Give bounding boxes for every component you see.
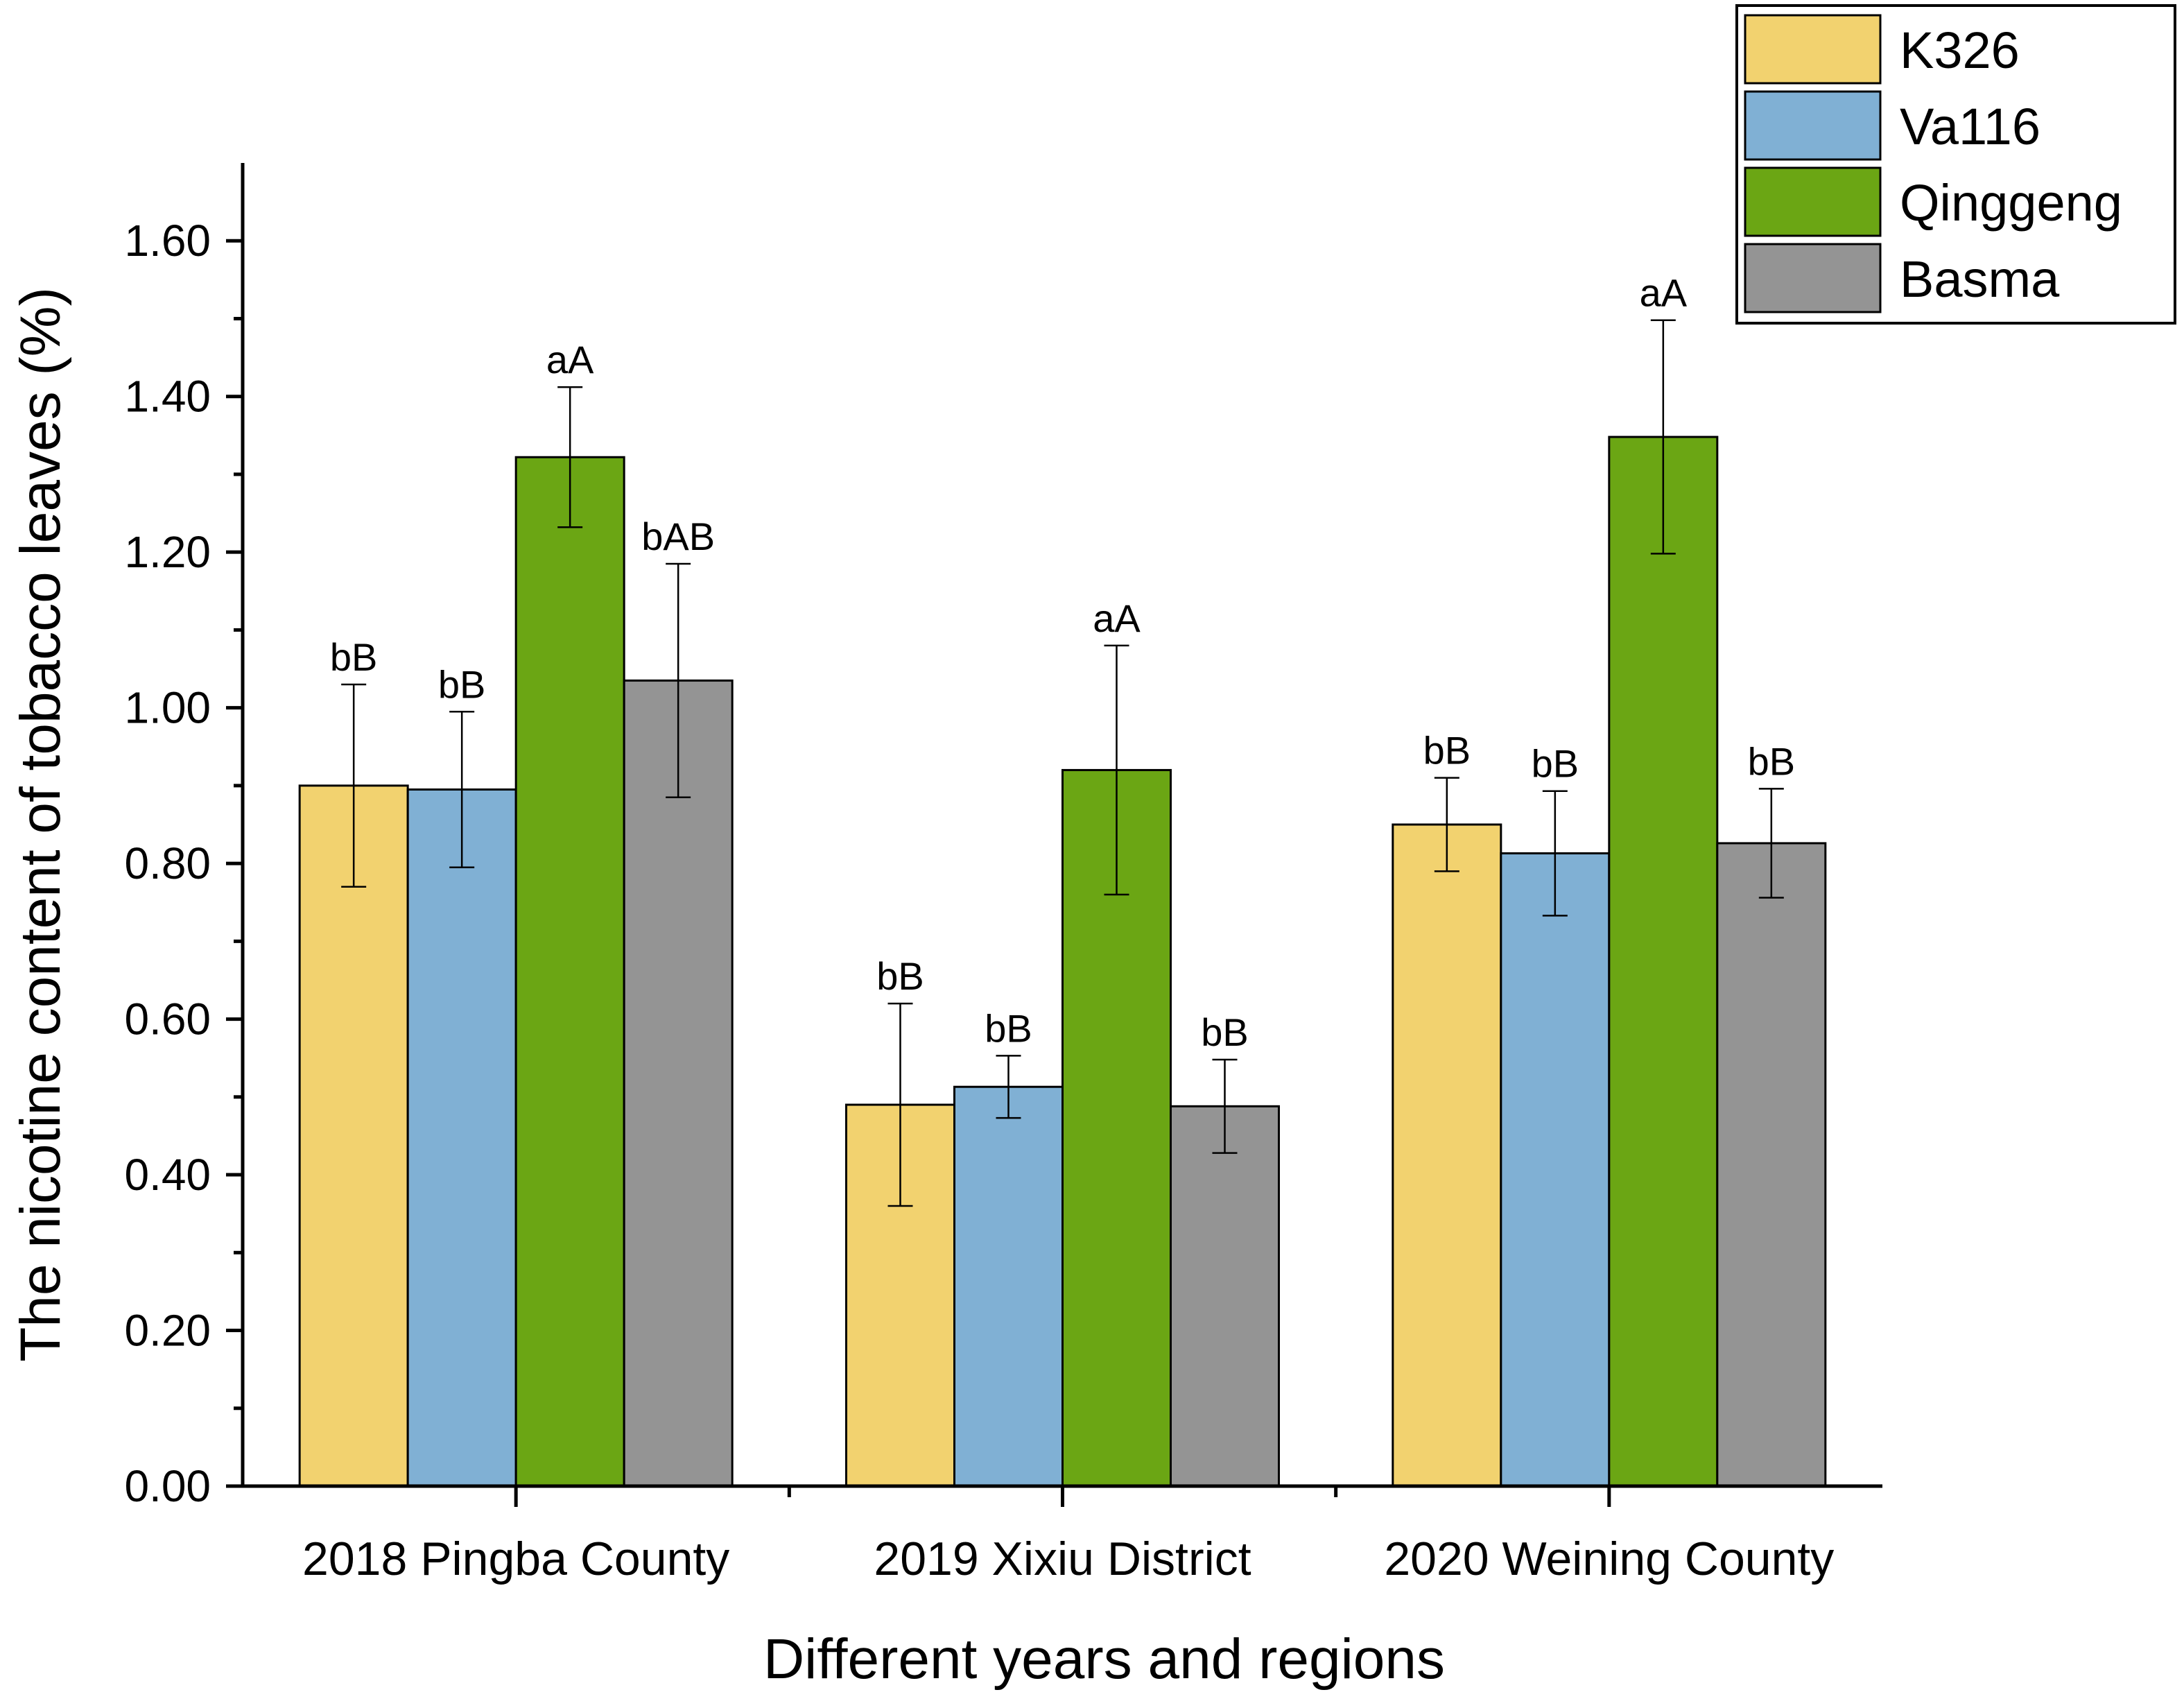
bar-basma-1 xyxy=(623,679,734,1487)
y-tick-label: 0.80 xyxy=(124,838,211,888)
bar-k326-3 xyxy=(1392,823,1502,1487)
legend-swatch-va116 xyxy=(1744,90,1882,161)
bar-basma-3 xyxy=(1716,842,1827,1487)
y-tick-label: 0.60 xyxy=(124,994,211,1044)
significance-label: aA xyxy=(1640,271,1688,315)
legend-swatch-basma xyxy=(1744,243,1882,313)
x-category-label: 2018 Pingba County xyxy=(302,1533,729,1585)
legend: K326 Va116 Qinggeng Basma xyxy=(1735,4,2176,325)
y-tick-label: 0.20 xyxy=(124,1306,211,1356)
significance-label: bB xyxy=(876,954,924,998)
legend-label-k326: K326 xyxy=(1900,21,2020,79)
y-tick-label: 1.40 xyxy=(124,372,211,422)
significance-labels-layer: bB bB aA bAB bB bB aA bB bB bB aA bB xyxy=(330,271,1795,1054)
significance-label: bB xyxy=(985,1006,1032,1050)
x-axis-title: Different years and regions xyxy=(763,1628,1445,1691)
x-axis-ticks: 2018 Pingba County 2019 Xixiu District 202… xyxy=(302,1486,1834,1585)
significance-label: bB xyxy=(1532,742,1579,786)
significance-label: aA xyxy=(1093,596,1141,640)
significance-label: bB xyxy=(1201,1010,1249,1054)
significance-label: bB xyxy=(438,662,486,706)
bar-qinggeng-1 xyxy=(514,456,625,1487)
legend-swatch-qinggeng xyxy=(1744,166,1882,237)
bar-basma-2 xyxy=(1170,1105,1280,1487)
y-tick-label: 1.20 xyxy=(124,527,211,577)
significance-label: bB xyxy=(1748,739,1796,783)
bar-va116-2 xyxy=(953,1085,1064,1487)
y-tick-label: 1.60 xyxy=(124,216,211,266)
significance-label: bB xyxy=(1423,729,1471,773)
y-tick-label: 0.00 xyxy=(124,1461,211,1511)
bar-va116-1 xyxy=(406,788,517,1487)
bars-layer xyxy=(298,435,1827,1487)
significance-label: aA xyxy=(546,338,594,381)
significance-label: bAB xyxy=(641,515,715,558)
error-bars-layer xyxy=(341,319,1784,1207)
significance-label: bB xyxy=(330,635,378,679)
x-category-label: 2019 Xixiu District xyxy=(874,1533,1251,1585)
x-category-label: 2020 Weining County xyxy=(1384,1533,1834,1585)
legend-label-va116: Va116 xyxy=(1900,98,2040,155)
y-tick-label: 0.40 xyxy=(124,1150,211,1200)
legend-swatch-k326 xyxy=(1744,14,1882,85)
y-tick-label: 1.00 xyxy=(124,683,211,733)
legend-label-qinggeng: Qinggeng xyxy=(1900,174,2122,232)
y-axis-title: The nicotine content of tobacco leaves (… xyxy=(9,287,72,1362)
bar-va116-3 xyxy=(1500,852,1611,1487)
legend-label-basma: Basma xyxy=(1900,250,2060,308)
bar-k326-1 xyxy=(298,784,409,1487)
bar-qinggeng-3 xyxy=(1608,435,1719,1487)
y-axis-ticks: 0.00 0.20 0.40 0.60 0.80 1.00 1.20 1.40 1.60 xyxy=(124,216,243,1511)
